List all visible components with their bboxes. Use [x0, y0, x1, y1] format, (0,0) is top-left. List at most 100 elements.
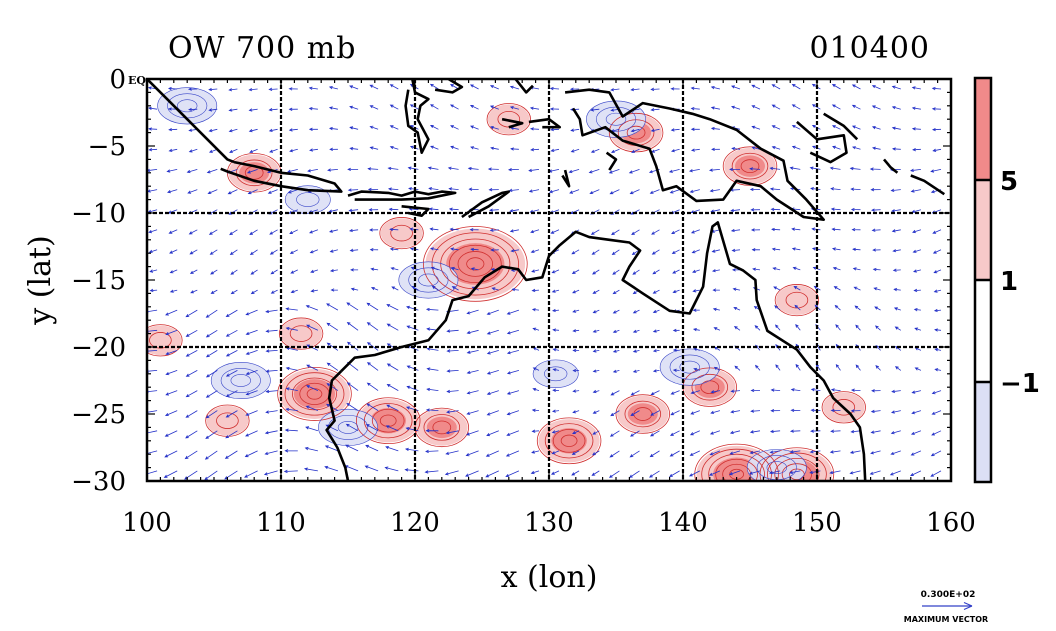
- wind-vector: [572, 289, 580, 294]
- y-tick-label: −5: [88, 132, 126, 162]
- wind-vector: [430, 247, 439, 251]
- positive-contour-line: [781, 463, 813, 481]
- wind-vector: [891, 389, 901, 394]
- negative-contour-line: [408, 267, 449, 293]
- wind-vector: [871, 389, 881, 393]
- wind-vector: [709, 450, 721, 456]
- wind-vector: [795, 363, 801, 371]
- wind-vector: [268, 128, 278, 132]
- wind-vector: [345, 444, 359, 452]
- wind-vector: [250, 289, 258, 295]
- wind-vector: [830, 207, 841, 211]
- wind-vector: [305, 405, 319, 411]
- wind-vector: [934, 328, 942, 332]
- wind-vector: [310, 269, 319, 273]
- wind-vector: [652, 329, 660, 333]
- wind-vector: [830, 429, 841, 433]
- wind-vector: [389, 104, 399, 110]
- wind-vector: [345, 423, 359, 432]
- wind-vector: [167, 189, 178, 194]
- wind-vector: [550, 148, 560, 152]
- wind-vector: [348, 208, 359, 213]
- wind-vector: [749, 430, 761, 434]
- wind-vector: [933, 269, 942, 274]
- wind-vector: [791, 227, 801, 231]
- wind-vector: [245, 370, 258, 375]
- coastline: [514, 79, 534, 94]
- wind-vector: [506, 370, 520, 375]
- wind-vector: [283, 469, 298, 474]
- wind-vector: [189, 269, 198, 274]
- wind-vector: [612, 269, 620, 275]
- wind-vector: [230, 269, 238, 275]
- colorbar-segment: [975, 180, 991, 280]
- wind-vector: [891, 106, 901, 110]
- wind-vector: [793, 286, 801, 291]
- wind-vector: [669, 189, 680, 194]
- wind-vector: [348, 228, 359, 233]
- wind-vector: [205, 309, 218, 318]
- wind-vector: [324, 445, 339, 452]
- strong-ow-core: [370, 407, 407, 434]
- wind-vector: [551, 409, 560, 413]
- lat-lon-grid: [147, 79, 951, 481]
- chart-title-left: OW 700 mb: [168, 31, 356, 66]
- wind-vector: [329, 147, 338, 152]
- wind-vector: [572, 410, 580, 414]
- wind-vector: [789, 470, 801, 474]
- wind-vector: [165, 329, 178, 336]
- wind-vector: [571, 249, 580, 255]
- wind-vector: [789, 450, 801, 454]
- wind-vector: [490, 248, 499, 252]
- wind-vector: [568, 169, 580, 174]
- wind-vector: [190, 289, 198, 294]
- wind-vector: [485, 450, 499, 457]
- negative-ow-region: [157, 87, 217, 125]
- positive-contour-line: [205, 404, 250, 437]
- positive-ow-region: [206, 405, 249, 436]
- wind-vector: [168, 229, 178, 234]
- wind-vector: [590, 108, 600, 112]
- wind-vector: [366, 362, 379, 371]
- wind-vector: [404, 468, 419, 472]
- positive-contour-line: [379, 217, 424, 250]
- wind-vector: [612, 309, 620, 314]
- wind-vector: [569, 189, 580, 194]
- wind-vector: [834, 304, 841, 311]
- wind-vector: [791, 247, 801, 251]
- wind-vector: [750, 388, 761, 393]
- wind-vector: [210, 269, 218, 275]
- wind-vector: [470, 267, 479, 271]
- wind-vector: [264, 450, 278, 455]
- wind-vector: [851, 227, 861, 232]
- wind-vector: [366, 302, 379, 311]
- wind-vector: [289, 229, 298, 234]
- wind-vector: [509, 209, 519, 213]
- wind-vector: [425, 408, 439, 412]
- wind-vector: [874, 325, 881, 331]
- wind-vector: [386, 304, 399, 311]
- wind-vector: [287, 169, 298, 173]
- wind-vector: [914, 327, 922, 331]
- wind-vector: [169, 289, 178, 293]
- wind-vector: [389, 146, 399, 150]
- wind-vector: [612, 349, 620, 353]
- wind-vector: [592, 289, 600, 294]
- wind-vector: [931, 410, 942, 415]
- wind-vector: [689, 450, 700, 456]
- positive-contour-line: [624, 400, 662, 428]
- wind-vector: [288, 107, 298, 111]
- wind-vector: [148, 229, 158, 234]
- wind-vector: [249, 148, 258, 153]
- wind-vector: [855, 364, 861, 371]
- wind-vector: [310, 289, 318, 293]
- wind-vector: [612, 329, 620, 333]
- wind-vector: [324, 465, 339, 472]
- wind-vector: [629, 450, 640, 458]
- wind-vector: [850, 388, 861, 392]
- wind-vector: [265, 329, 278, 333]
- wind-vector: [610, 390, 620, 396]
- wind-vector: [265, 410, 278, 414]
- wind-vector: [872, 267, 881, 272]
- negative-contour-line: [220, 368, 261, 393]
